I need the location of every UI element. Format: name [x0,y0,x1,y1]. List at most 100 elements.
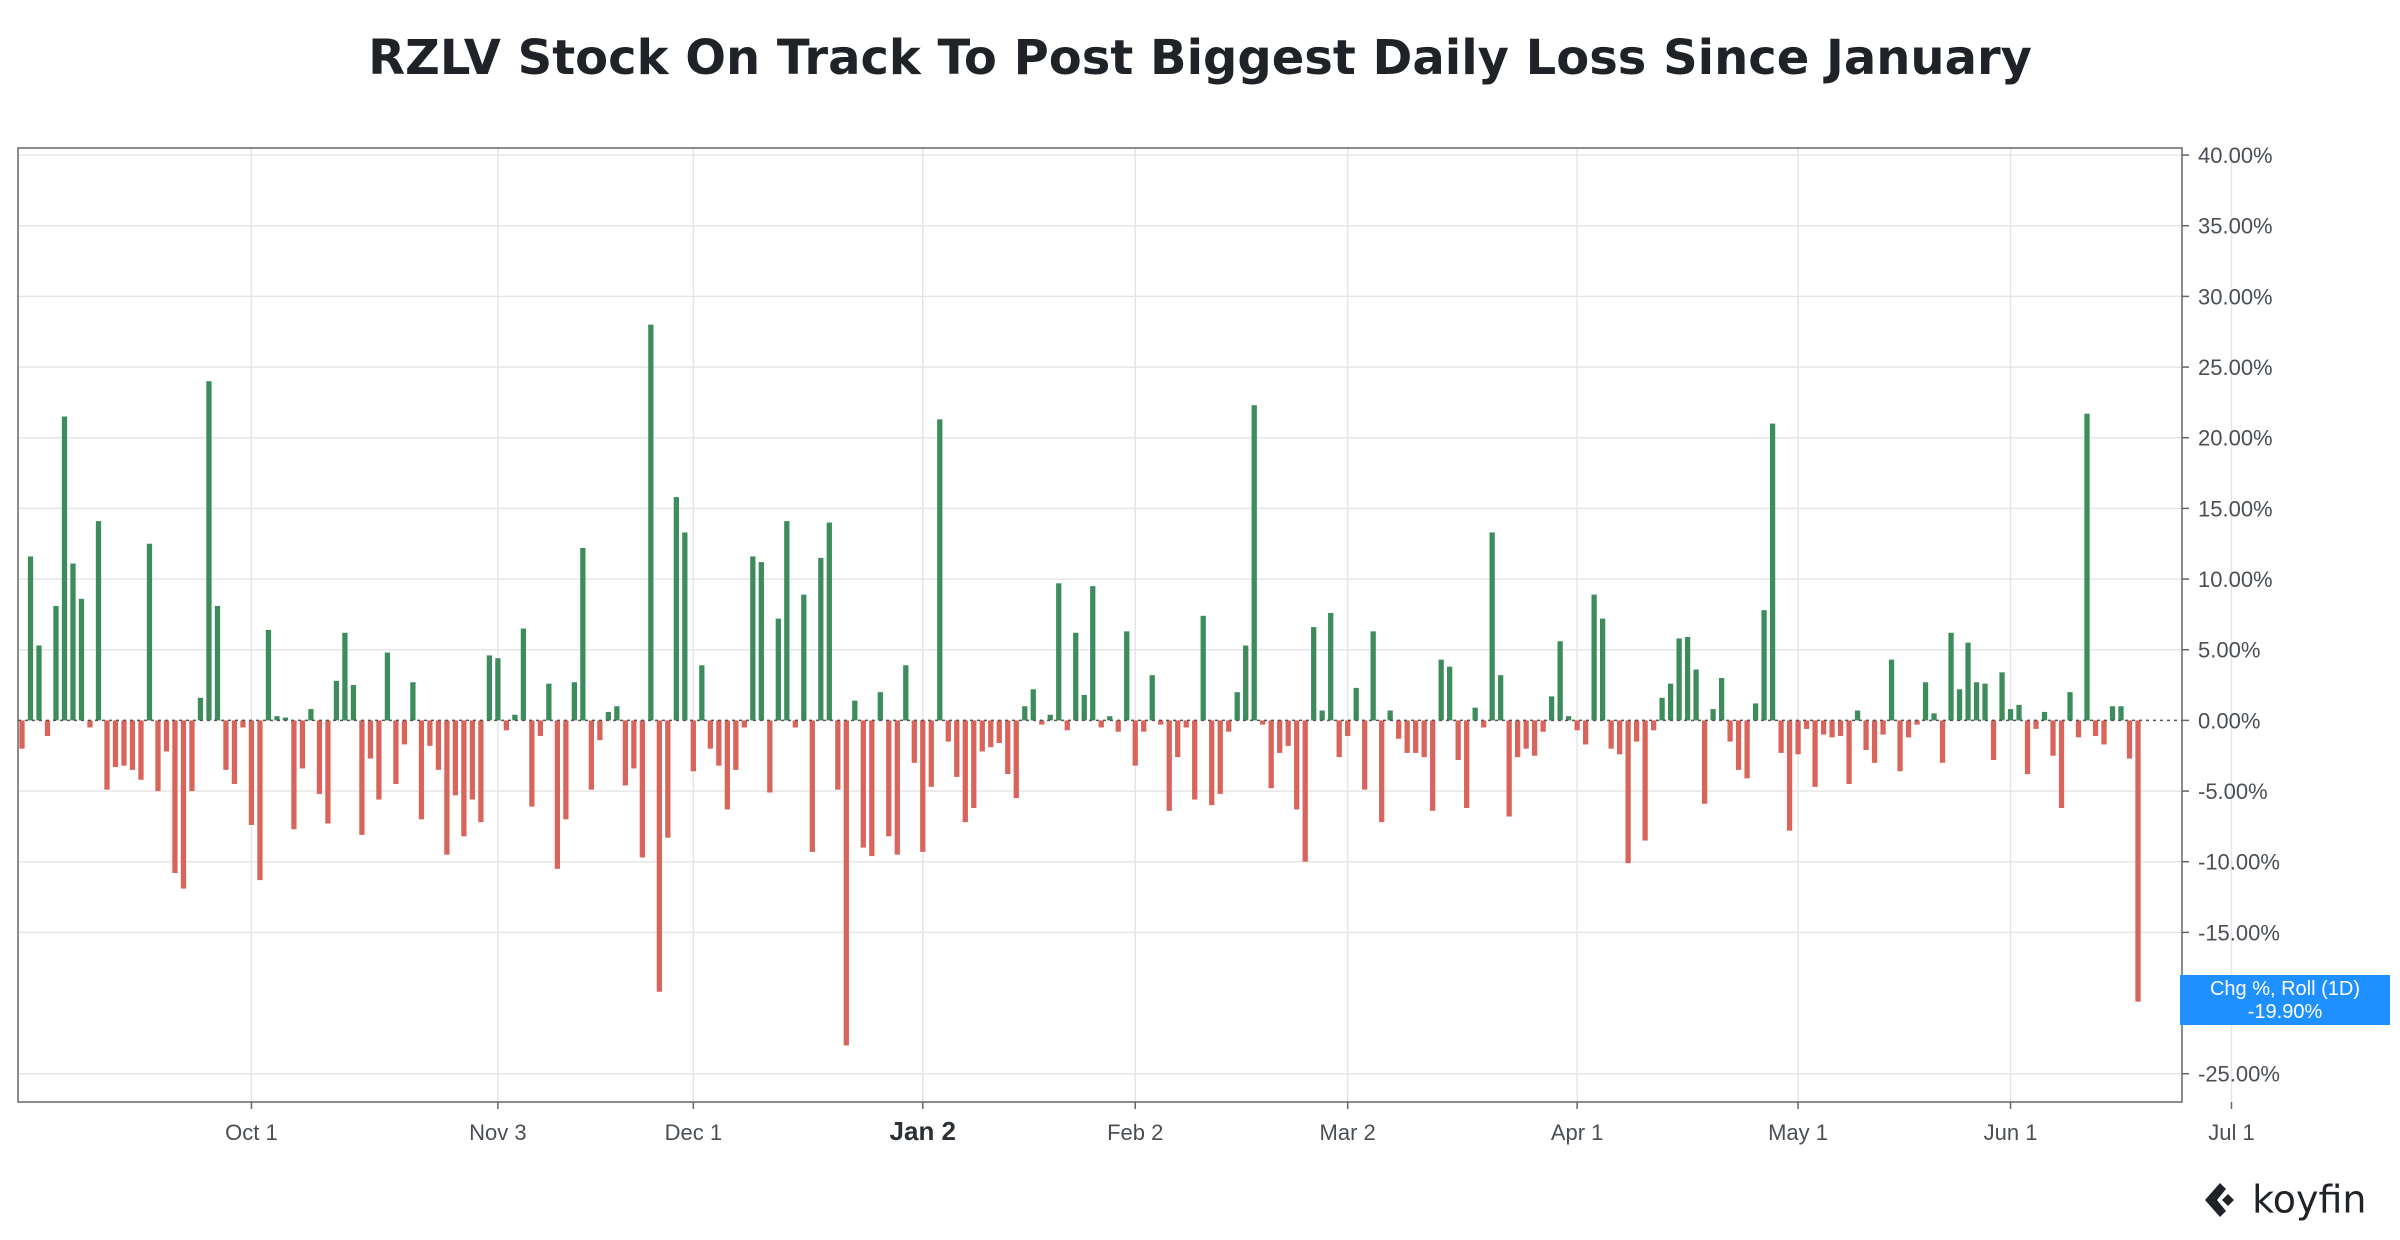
bar [1803,720,1810,729]
bar [1141,720,1147,732]
bar [1914,720,1920,725]
bar [265,629,272,721]
bar [648,324,654,721]
bar [1421,720,1427,758]
bar [299,720,306,769]
bar [410,682,416,721]
bar [1013,720,1019,799]
bar [2007,709,2014,721]
bar [1005,720,1011,775]
bar [699,665,705,721]
bar [512,714,518,721]
bar [1693,669,1699,721]
bar [843,720,849,1046]
bar [214,605,221,721]
bar [869,720,875,857]
bar [1362,720,1368,790]
bar [690,720,696,772]
bar [988,720,994,748]
bar [2058,720,2065,809]
bar [53,605,59,721]
bar [503,720,510,731]
bar [1285,720,1291,746]
bar [1642,720,1648,841]
bar [937,419,943,721]
bar [1506,720,1512,817]
bar [1820,720,1827,735]
bar [1532,720,1538,756]
bar [325,720,331,824]
y-tick-label: 15.00% [2198,496,2273,521]
bar [1965,642,1971,721]
bar [529,720,535,807]
chart-title: RZLV Stock On Track To Post Biggest Dail… [368,30,2032,86]
bar [801,594,807,721]
bar [1472,707,1478,721]
axes [17,147,2183,1103]
bar [1982,683,1988,721]
bar [257,720,263,881]
y-tick-label: -10.00% [2198,850,2280,875]
bar [206,381,212,721]
bar [954,720,960,777]
bar [95,521,102,721]
bar [818,557,824,721]
bar [172,720,178,874]
x-tick-label: Oct 1 [225,1120,278,1145]
bar [1404,720,1410,753]
bar [61,416,68,721]
bar [461,720,467,837]
bar [682,532,688,721]
bar [1633,720,1640,742]
x-axis-ticks: Oct 1 Nov 3 Dec 1 Jan 2 Feb 2 Mar 2 Apr 1 May 1… [225,1102,2255,1146]
bar [1744,720,1750,779]
bar [1956,689,1963,721]
bar [1676,638,1682,721]
bar [1854,710,1861,721]
bar [478,720,484,823]
bar [36,645,42,721]
bar [1922,682,1929,721]
bar [1846,720,1852,784]
bar [1073,632,1079,721]
bar [1455,720,1461,760]
bar [1464,720,1470,809]
bar [1735,720,1742,770]
x-tick-label: Apr 1 [1551,1120,1604,1145]
bar [563,720,569,820]
bar [1158,720,1164,725]
y-tick-label: 0.00% [2198,708,2260,733]
bar [112,720,119,768]
bar [1710,709,1716,721]
bar [1769,423,1776,721]
bar [333,680,340,721]
bar [962,720,968,823]
bar [2109,706,2116,721]
bar [1931,713,1937,721]
bar [2092,720,2099,736]
bar [639,720,645,858]
bar [920,720,926,852]
bar [1260,720,1266,725]
y-tick-label: -15.00% [2198,920,2280,945]
bar [435,720,442,770]
bar [580,547,586,721]
bar [1616,720,1623,755]
bars [19,324,2141,1046]
y-axis-ticks: 40.00% 35.00% 30.00% 25.00% 20.00% 15.00% 10.0… [2182,143,2280,1087]
y-tick-label: 30.00% [2198,284,2273,309]
bar [469,720,476,800]
bar [1880,720,1886,735]
bar [121,720,127,766]
bar [2075,720,2082,738]
x-tick-label: Nov 3 [469,1120,526,1145]
bar [342,632,348,721]
bar [971,720,977,809]
bar [1277,720,1283,753]
bar [571,682,578,721]
bar [673,497,679,721]
x-tick-label: May 1 [1768,1120,1828,1145]
bar [444,720,450,855]
bar [401,720,408,745]
bar [393,720,399,784]
